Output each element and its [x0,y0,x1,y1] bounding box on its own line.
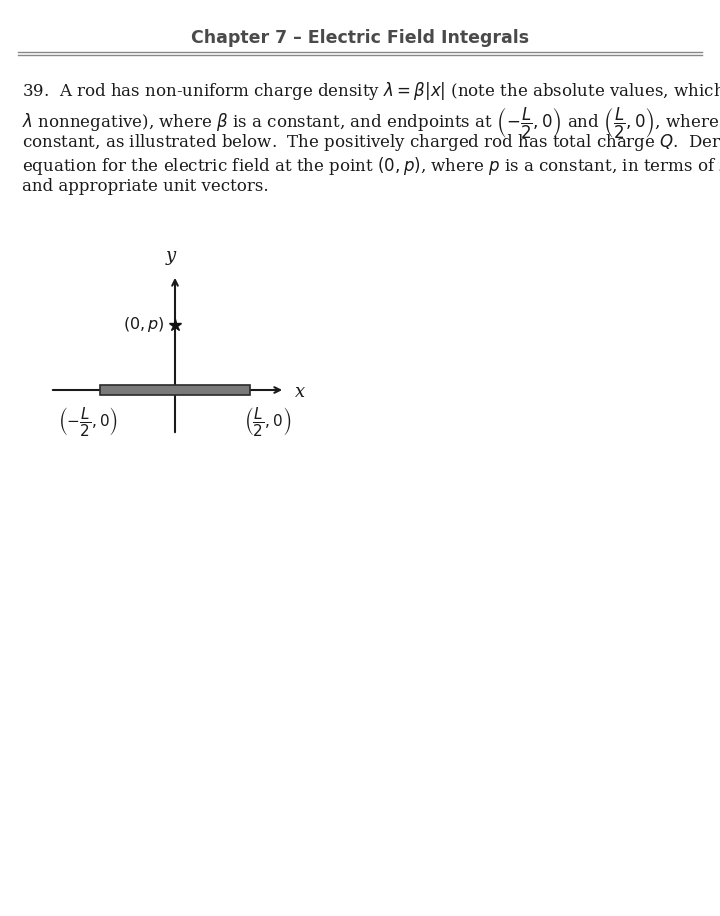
Text: $\lambda$ nonnegative), where $\beta$ is a constant, and endpoints at $\left(-\d: $\lambda$ nonnegative), where $\beta$ is… [22,106,720,141]
Text: $\left(-\dfrac{L}{2}, 0\right)$: $\left(-\dfrac{L}{2}, 0\right)$ [58,405,118,438]
Text: y: y [166,247,176,265]
Text: $\left(\dfrac{L}{2}, 0\right)$: $\left(\dfrac{L}{2}, 0\right)$ [244,405,292,438]
Text: and appropriate unit vectors.: and appropriate unit vectors. [22,178,269,195]
Text: 39.  A rod has non-uniform charge density $\lambda = \beta|x|$ (note the absolut: 39. A rod has non-uniform charge density… [22,80,720,102]
Text: x: x [295,383,305,401]
Text: constant, as illustrated below.  The positively charged rod has total charge $Q$: constant, as illustrated below. The posi… [22,132,720,153]
Bar [100,385,250,395]
Text: Chapter 7 – Electric Field Integrals: Chapter 7 – Electric Field Integrals [191,29,529,47]
Text: equation for the electric field at the point $(0, p)$, where $p$ is a constant, : equation for the electric field at the p… [22,155,720,177]
Text: $(0, p)$: $(0, p)$ [123,315,165,334]
